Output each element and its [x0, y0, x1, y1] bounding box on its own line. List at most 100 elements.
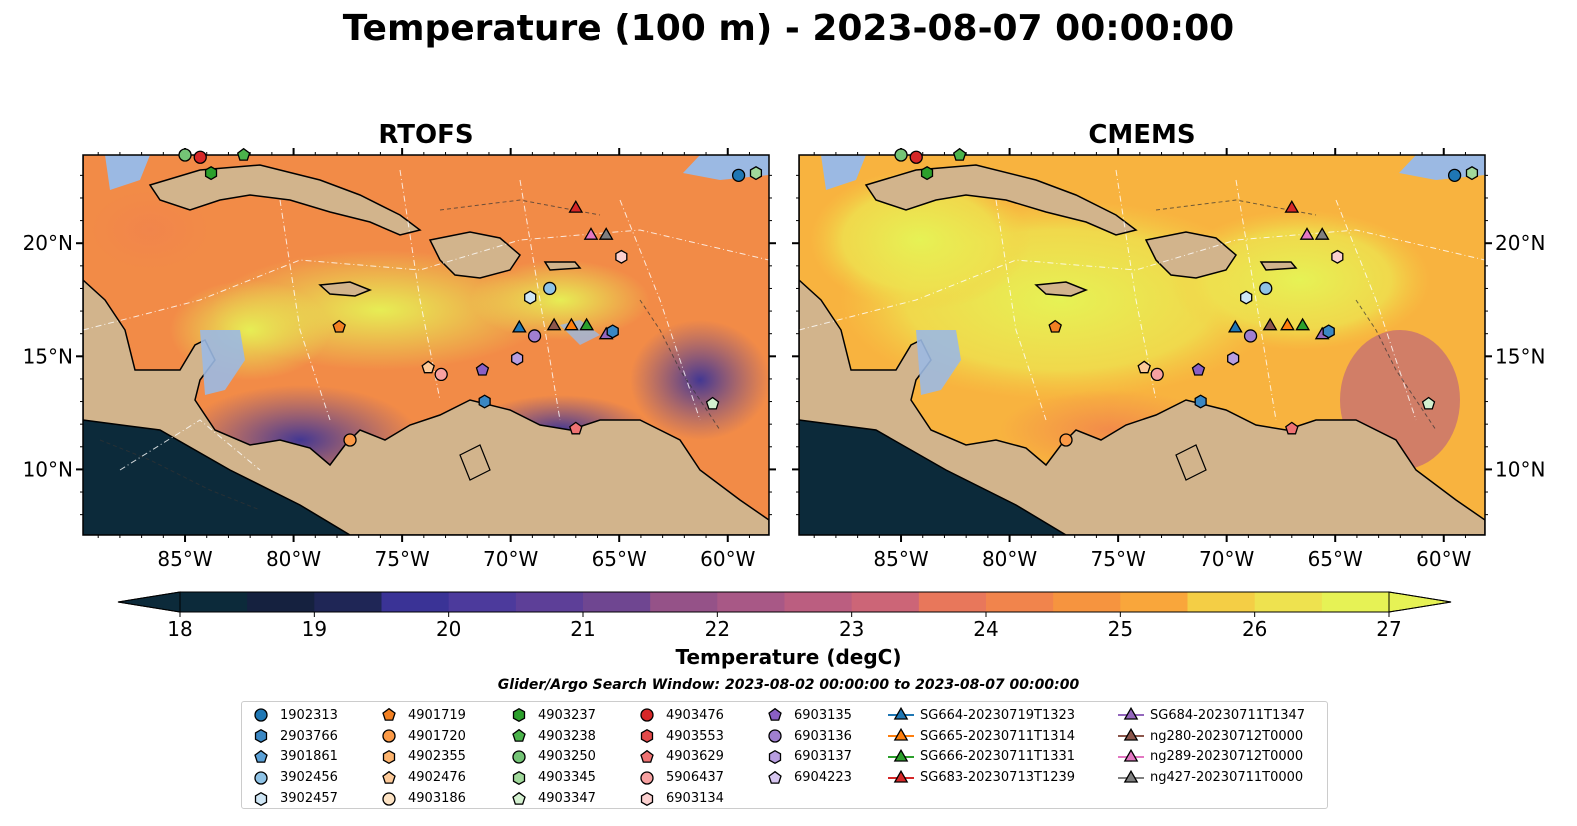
legend-marker	[640, 791, 654, 806]
legend-entry-5906437: 5906437	[638, 767, 724, 788]
legend-marker	[254, 749, 268, 763]
colorbar-segment	[381, 592, 450, 612]
obs-marker-2903766	[1194, 394, 1207, 409]
legend-entry-SG683-20230713T1239: SG683-20230713T1239	[888, 767, 1075, 788]
obs-marker-4903250	[894, 148, 908, 162]
legend-marker	[512, 708, 526, 723]
obs-marker-4903629	[1285, 421, 1299, 435]
legend-marker	[768, 770, 782, 784]
legend-marker	[768, 708, 782, 722]
obs-marker-4903250	[178, 148, 192, 162]
colorbar-segment	[180, 592, 248, 612]
lat-tick-label: 15°N	[1495, 344, 1545, 368]
obs-marker-SG666-20230711T1331	[579, 317, 595, 331]
warm-core	[470, 260, 650, 340]
legend-label: 4903347	[538, 791, 596, 807]
legend-label: 6903135	[794, 707, 852, 723]
legend-column: 4903237 4903238 4903250 4903345 4903347	[510, 705, 596, 809]
rtofs-map	[83, 155, 769, 535]
legend-label: 4902355	[408, 749, 466, 765]
legend-label: 6903137	[794, 749, 852, 765]
obs-marker-6903135	[475, 362, 490, 376]
legend-marker	[254, 771, 268, 785]
legend-marker	[640, 771, 654, 785]
observation-markers	[178, 147, 1479, 447]
legend-entry-4903237: 4903237	[510, 705, 596, 726]
legend-marker	[1118, 769, 1144, 783]
legend-marker	[640, 749, 654, 763]
colorbar-segment	[1321, 592, 1390, 612]
legend-label: 4903237	[538, 707, 596, 723]
legend-marker	[382, 729, 396, 743]
legend-marker	[512, 791, 526, 805]
lat-tick-label: 20°N	[23, 231, 73, 255]
legend-entry-SG665-20230711T1314: SG665-20230711T1314	[888, 726, 1075, 747]
colorbar-tick-label: 22	[705, 617, 730, 641]
legend-entry-6903135: 6903135	[766, 705, 852, 726]
colorbar-segment	[650, 592, 718, 612]
colorbar-segment	[314, 592, 382, 612]
obs-marker-4903345	[749, 166, 763, 181]
cmems-frame	[798, 154, 1486, 536]
obs-marker-ng427-20230711T0000	[1314, 227, 1330, 240]
obs-marker-ng289-20230712T0000	[583, 227, 599, 240]
obs-marker-4901720	[1059, 433, 1073, 447]
search-window-text: Glider/Argo Search Window: 2023-08-02 00…	[497, 677, 1080, 693]
lat-tick-label: 15°N	[23, 344, 73, 368]
legend-entry-6903134: 6903134	[638, 788, 724, 809]
legend-label: 4903186	[408, 791, 466, 807]
legend-marker	[888, 769, 914, 783]
panel-title-rtofs: RTOFS	[378, 120, 474, 150]
land	[799, 155, 1485, 535]
warm-region	[90, 190, 210, 270]
obs-marker-4903347	[1421, 396, 1436, 410]
legend-label: 4901719	[408, 707, 466, 723]
obs-marker-ng280-20230712T0000	[1262, 317, 1278, 331]
legend-marker	[888, 748, 914, 762]
legend-entry-4901719: 4901719	[380, 705, 466, 726]
obs-marker-6903135	[1191, 362, 1206, 376]
legend-marker	[768, 749, 782, 765]
lon-tick-label: 60°W	[1416, 547, 1471, 571]
legend-label: ng280-20230712T0000	[1150, 728, 1304, 744]
obs-marker-4903238	[236, 147, 251, 161]
legend-entry-4903629: 4903629	[638, 747, 724, 768]
legend-marker	[768, 729, 782, 743]
legend-label: 4903553	[666, 728, 724, 744]
obs-marker-4903238	[952, 147, 967, 161]
legend-marker	[254, 708, 268, 723]
lon-tick-label: 80°W	[982, 547, 1037, 571]
obs-marker-4903237	[920, 166, 934, 181]
legend-marker	[512, 770, 526, 785]
colorbar-over-extend	[1388, 591, 1452, 613]
obs-marker-4903237	[204, 166, 218, 181]
colorbar-label: Temperature (degC)	[675, 645, 902, 669]
obs-marker-3902457	[1240, 290, 1253, 305]
legend-marker	[254, 791, 268, 806]
legend-label: 4903238	[538, 728, 596, 744]
obs-marker-2903766	[606, 324, 619, 339]
legend-label: SG664-20230719T1323	[920, 707, 1076, 723]
legend-column: SG684-20230711T1347 ng280-20230712T0000 ng…	[1118, 705, 1305, 788]
legend-label: 4903476	[666, 707, 724, 723]
legend-label: 3902456	[280, 770, 338, 786]
legend-label: SG683-20230713T1239	[920, 770, 1076, 786]
legend-label: ng427-20230711T0000	[1150, 770, 1304, 786]
shelf	[821, 155, 866, 190]
legend-marker	[512, 750, 526, 764]
panel-title-cmems: CMEMS	[1088, 120, 1196, 150]
legend-label: ng289-20230712T0000	[1150, 749, 1304, 765]
colorbar-tick-label: 24	[973, 617, 998, 641]
legend-label: 4903345	[538, 770, 596, 786]
obs-marker-4902476	[1137, 360, 1151, 374]
legend-label: SG665-20230711T1314	[920, 728, 1076, 744]
legend-entry-SG684-20230711T1347: SG684-20230711T1347	[1118, 705, 1305, 726]
obs-marker-SG666-20230711T1331	[1295, 317, 1311, 331]
lon-tick-label: 70°W	[1199, 547, 1254, 571]
obs-marker-4903629	[569, 421, 583, 435]
obs-marker-SG665-20230711T1314	[1280, 317, 1295, 331]
warm-core	[1170, 210, 1430, 350]
legend-entry-ng427-20230711T0000: ng427-20230711T0000	[1118, 767, 1305, 788]
colorbar-tick-label: 20	[436, 617, 461, 641]
colorbar-segment	[1254, 592, 1323, 612]
